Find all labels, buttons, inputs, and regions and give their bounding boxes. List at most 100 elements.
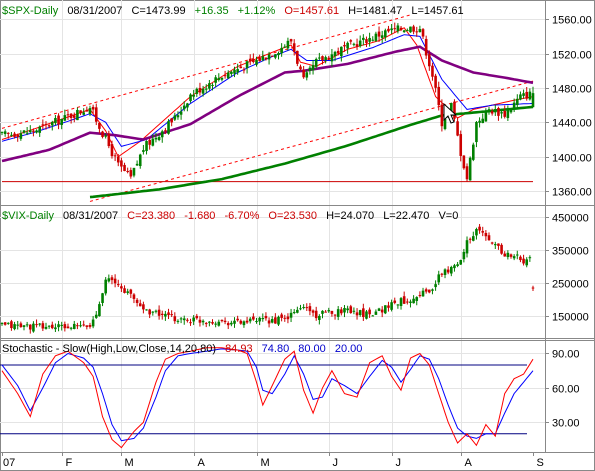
vix-candle-body [500, 244, 503, 254]
vix-candle-body [226, 323, 230, 326]
spx-candle-body [148, 139, 151, 145]
spx-candle-body [135, 163, 139, 166]
spx-candle-body [123, 164, 126, 172]
vix-candle-body [167, 312, 170, 316]
vix-candle-body [472, 236, 475, 241]
vix-candle-body [314, 310, 318, 319]
vix-candle-body [415, 297, 419, 301]
date-tick-label: M [125, 457, 134, 469]
vix-candle-body [76, 325, 79, 327]
vix-candle-body [330, 310, 334, 314]
vix-candle-body [220, 319, 224, 322]
vix-candle-body [519, 256, 522, 261]
spx-candle-body [113, 155, 117, 157]
vix-candle-body [217, 321, 221, 326]
spx-candle-body [63, 115, 67, 121]
vix-candle-body [120, 286, 123, 289]
vix-candle-body [151, 311, 155, 313]
spx-candle-body [201, 88, 205, 94]
vix-candle-body [277, 316, 280, 325]
stochastic-lower-level: 20.00 [335, 343, 363, 355]
vix-candle-body [164, 313, 167, 317]
spx-candle-body [223, 75, 227, 77]
spx-candles [0, 22, 535, 182]
spx-candle-body [409, 26, 412, 33]
vix-candle-body [387, 305, 390, 308]
spx-candle-body [3, 131, 7, 134]
vix-candle-body [358, 310, 362, 316]
spx-candle-body [493, 109, 497, 113]
vix-candle-body [60, 324, 63, 326]
vix-candle-body [362, 308, 365, 318]
vix-candle-body [94, 314, 98, 318]
spx-candle-body [120, 160, 123, 167]
vix-candle-body [98, 304, 101, 317]
vix-candle-body [173, 316, 177, 322]
spx-candle-body [25, 132, 29, 134]
vix-candle-body [22, 325, 26, 327]
spx-candle-body [38, 126, 42, 133]
vix-candle-body [428, 289, 431, 293]
spx-candle-body [434, 75, 437, 88]
spx-candle-body [500, 112, 503, 114]
vix-candle-body [38, 323, 42, 325]
spx-candle-body [242, 69, 246, 71]
vix-tick-label: 150000 [552, 312, 589, 324]
vix-candle-body [192, 317, 195, 322]
spx-candle-body [208, 83, 211, 89]
spx-candle-body [371, 39, 375, 41]
spx-candle-body [324, 57, 327, 61]
vix-candle-body [324, 311, 327, 313]
vix-candle-body [189, 322, 192, 324]
vix-candle-body [465, 240, 469, 254]
spx-candle-body [186, 103, 189, 108]
vix-candle-body [393, 300, 397, 303]
vix-candle-body [459, 259, 463, 265]
vix-candle-body [522, 258, 525, 264]
vix-candle-body [0, 323, 4, 325]
moving-average-ma200 [89, 105, 534, 199]
spx-candle-body [129, 170, 133, 177]
vix-candle-body [264, 315, 268, 319]
vix-candle-body [478, 226, 481, 231]
spx-candle-body [468, 157, 472, 181]
vix-candle-body [19, 323, 23, 328]
vix-candle-body [79, 325, 82, 327]
stochastic-title: Stochastic - Slow(High,Low,Close,14,20,8… [2, 343, 216, 355]
vix-candle-body [308, 306, 312, 312]
spx-candle-body [98, 122, 101, 129]
vix-candle-body [211, 322, 214, 324]
spx-candle-body [0, 131, 4, 133]
vix-candle-body [248, 318, 252, 322]
spx-candle-body [396, 25, 400, 32]
spx-candle-body [94, 107, 98, 122]
spx-candle-body [336, 50, 340, 54]
spx-candle-body [311, 65, 315, 71]
spx-candle-body [110, 144, 114, 157]
trendline-channel-upper [1, 14, 411, 129]
vix-candle-body [85, 325, 89, 327]
spx-candle-body [277, 53, 280, 56]
spx-candle-body [355, 44, 359, 48]
vix-candle-body [104, 279, 107, 294]
vix-candle-body [352, 310, 356, 312]
spx-candle-body [54, 118, 57, 124]
date-tick-label: A [198, 457, 206, 469]
spx-candle-body [145, 141, 148, 152]
spx-candle-body [142, 150, 145, 152]
vix-candle-body [503, 253, 507, 257]
vix-candle-body [186, 319, 189, 321]
spx-candle-body [387, 28, 390, 32]
vix-candle-body [346, 308, 349, 311]
vix-candle-body [3, 322, 7, 325]
vix-candle-body [239, 320, 243, 324]
spx-candle-body [330, 54, 334, 62]
vix-tick-label: 450000 [552, 213, 589, 225]
vix-tick-label: 250000 [552, 279, 589, 291]
spx-candle-body [233, 69, 236, 74]
vix-candle-body [252, 316, 255, 320]
vix-candle-body [230, 322, 233, 325]
vix-candle-body [63, 324, 67, 329]
spx-candle-body [481, 118, 485, 124]
date-tick-label: M [261, 457, 270, 469]
